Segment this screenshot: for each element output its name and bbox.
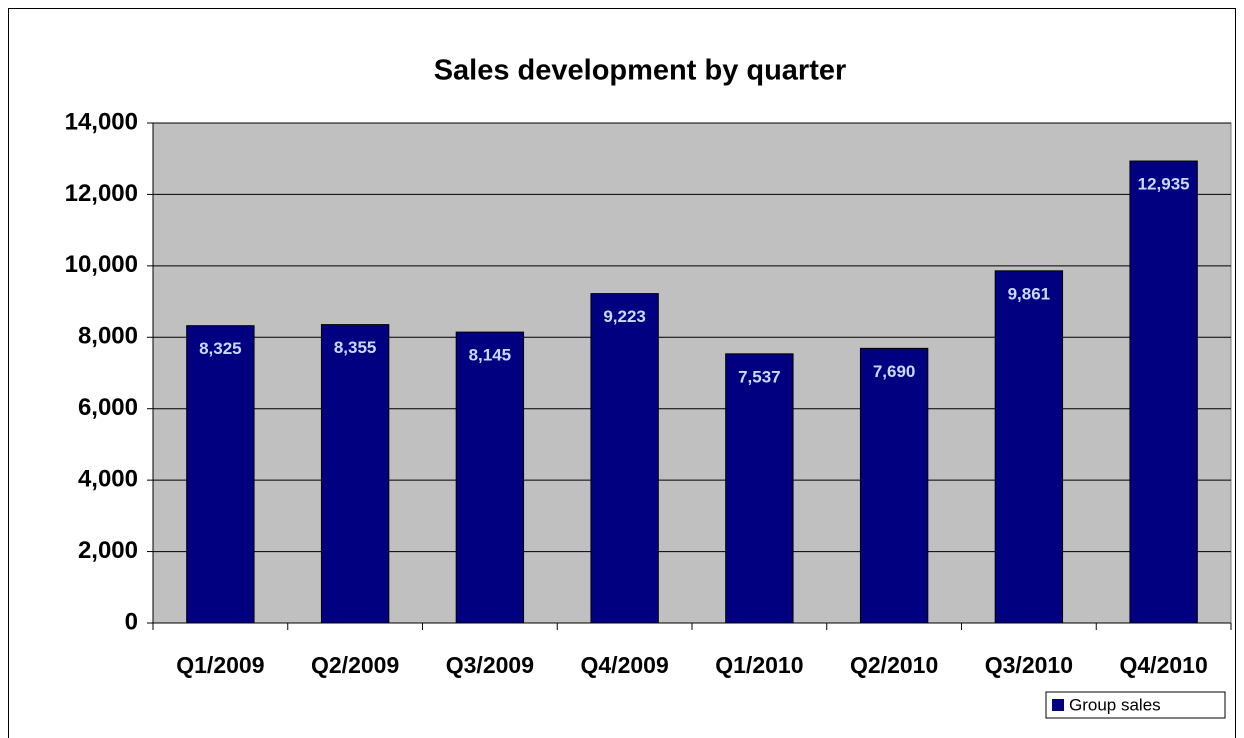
x-tick-label: Q2/2010 [850, 652, 938, 678]
value-label: 7,537 [738, 367, 781, 386]
y-tick-label: 10,000 [65, 251, 138, 278]
bar [320, 324, 390, 624]
value-label: 12,935 [1138, 175, 1190, 194]
x-tick-label: Q4/2009 [581, 652, 669, 678]
value-label: 8,145 [469, 346, 512, 365]
y-tick-label: 0 [125, 608, 138, 635]
y-tick-label: 8,000 [78, 323, 138, 350]
value-label: 9,223 [603, 307, 646, 326]
y-tick-label: 4,000 [78, 465, 138, 492]
bar [725, 353, 794, 624]
y-tick-label: 6,000 [78, 394, 138, 421]
bar [859, 347, 929, 624]
legend-swatch [1052, 699, 1064, 711]
bar [994, 270, 1064, 624]
bar [186, 325, 255, 624]
value-label: 7,690 [873, 362, 916, 381]
y-tick-label: 2,000 [78, 537, 138, 564]
y-tick-label: 12,000 [65, 180, 138, 207]
legend-label: Group sales [1069, 695, 1161, 714]
chart-title: Sales development by quarter [434, 55, 847, 87]
value-label: 8,355 [334, 338, 377, 357]
bar [1129, 160, 1198, 624]
legend-box [1045, 691, 1226, 719]
plot-area [152, 122, 1232, 624]
value-label: 8,325 [199, 339, 242, 358]
bar [590, 293, 659, 624]
bar [455, 331, 525, 624]
y-tick-label: 14,000 [65, 108, 138, 135]
x-tick-label: Q4/2010 [1120, 652, 1208, 678]
x-tick-label: Q1/2010 [715, 652, 803, 678]
x-tick-label: Q3/2010 [985, 652, 1073, 678]
x-tick-label: Q2/2009 [311, 652, 399, 678]
x-tick-label: Q3/2009 [446, 652, 534, 678]
x-tick-label: Q1/2009 [176, 652, 264, 678]
value-label: 9,861 [1008, 284, 1051, 303]
